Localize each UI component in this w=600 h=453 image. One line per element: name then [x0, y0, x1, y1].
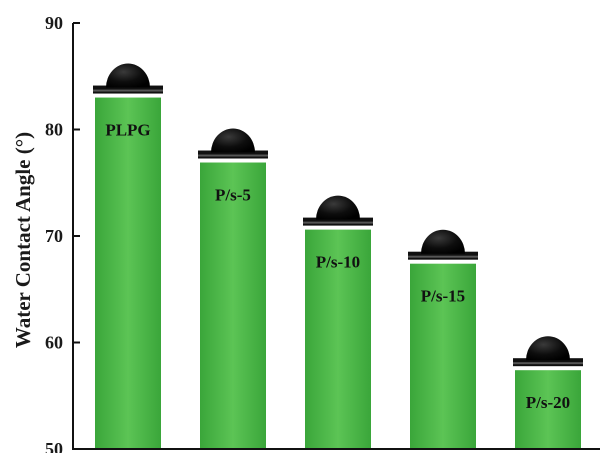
water-droplet-icon — [93, 63, 163, 94]
water-droplet-icon — [513, 336, 583, 367]
y-tick-label: 50 — [45, 439, 63, 453]
y-axis-label: Water Contact Angle (°) — [11, 132, 35, 348]
bar-label: P/s-20 — [526, 393, 570, 412]
bar — [515, 370, 581, 449]
bar-label: PLPG — [105, 121, 150, 140]
y-tick-label: 70 — [45, 226, 63, 246]
bar — [305, 229, 371, 449]
bar — [200, 162, 266, 449]
y-tick-label: 90 — [45, 13, 63, 33]
y-tick-label: 60 — [45, 333, 63, 353]
y-tick-label: 80 — [45, 120, 63, 140]
bar-label: P/s-15 — [421, 287, 465, 306]
water-droplet-icon — [198, 128, 268, 159]
bar-label: P/s-5 — [215, 186, 251, 205]
water-droplet-icon — [408, 229, 478, 260]
bar-label: P/s-10 — [316, 253, 360, 272]
bar — [95, 97, 161, 450]
bar — [410, 263, 476, 449]
water-droplet-icon — [303, 195, 373, 226]
